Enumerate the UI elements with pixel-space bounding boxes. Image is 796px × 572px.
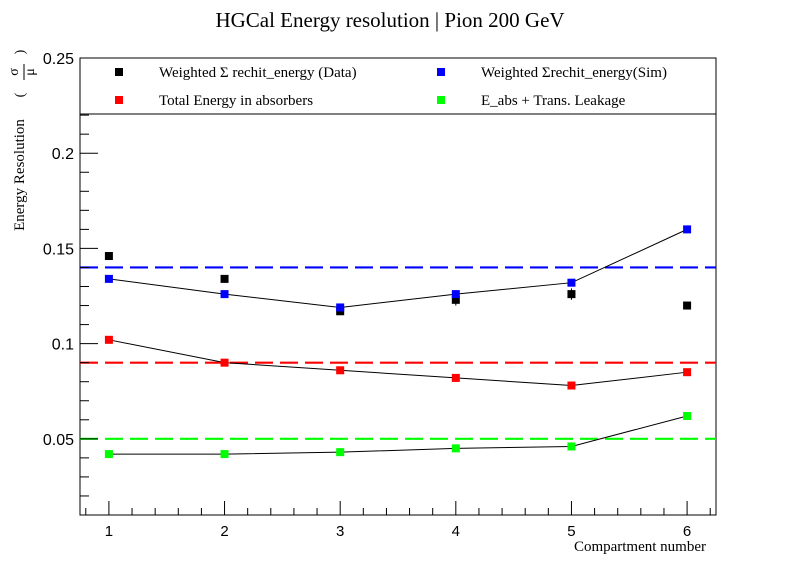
legend-entry-1: Weighted Σrechit_energy(Sim) [437,65,667,81]
data-point [683,301,692,310]
y-axis-label-sigma: σ [7,68,22,76]
axes: 1 2 3 4 5 6 0.05 0.1 0.15 0.2 0.25 [43,51,711,540]
data-point [336,448,345,457]
series-2 [104,335,692,390]
legend-marker [115,68,123,76]
legend-marker [437,68,445,76]
data-series [104,225,692,459]
data-point [220,274,229,283]
x-tick-label: 4 [452,523,460,540]
series-0 [104,252,692,316]
legend-entry-0: Weighted Σ rechit_energy (Data) [115,65,357,81]
legend-label: Weighted Σrechit_energy(Sim) [481,65,667,81]
y-tick-label: 0.2 [52,146,74,163]
y-axis-label-paren-open: ( [13,92,28,97]
data-point [220,358,229,367]
legend-marker [115,96,123,104]
legend-box [79,57,717,115]
y-axis-label: Energy Resolution ( σ μ ) [7,49,38,231]
y-axis-label-text: Energy Resolution [12,119,28,231]
y-tick-label: 0.1 [52,337,74,354]
data-point [683,411,692,420]
legend-entry-3: E_abs + Trans. Leakage [437,93,626,109]
data-point [104,450,113,459]
x-tick-label: 5 [567,523,575,540]
data-point [567,290,576,299]
data-point [451,373,460,382]
series-line [108,339,688,387]
series-3 [104,411,692,459]
data-point [683,225,692,234]
data-point [104,252,113,261]
data-point [336,303,345,312]
legend-label: E_abs + Trans. Leakage [481,93,626,109]
y-tick-label: 0.15 [43,241,74,258]
x-tick-label: 3 [336,523,344,540]
data-point [567,442,576,451]
data-point [220,450,229,459]
data-point [220,290,229,299]
data-point [567,381,576,390]
chart-title: HGCal Energy resolution | Pion 200 GeV [215,8,564,32]
x-axis-label: Compartment number [574,539,706,555]
x-tick-label: 6 [683,523,691,540]
data-point [567,278,576,287]
y-tick-label: 0.25 [43,51,74,68]
series-line [108,228,688,308]
legend-entry-2: Total Energy in absorbers [115,93,313,109]
data-point [451,290,460,299]
legend: Weighted Σ rechit_energy (Data) Weighted … [79,57,717,115]
series-line [108,415,688,455]
legend-marker [437,96,445,104]
x-tick-label: 2 [220,523,228,540]
legend-label: Weighted Σ rechit_energy (Data) [159,65,357,81]
x-tick-label: 1 [105,523,113,540]
series-1 [104,225,692,312]
data-point [104,274,113,283]
data-point [683,368,692,377]
plot-frame [79,57,717,516]
y-tick-label: 0.05 [43,432,74,449]
legend-label: Total Energy in absorbers [159,93,313,109]
data-point [451,444,460,453]
reference-lines [80,266,716,440]
y-axis-label-paren-close: ) [13,49,28,54]
data-point [336,366,345,375]
y-axis-label-mu: μ [23,68,38,76]
plot-area-border [79,57,717,516]
data-point [104,335,113,344]
data-point [451,295,460,304]
